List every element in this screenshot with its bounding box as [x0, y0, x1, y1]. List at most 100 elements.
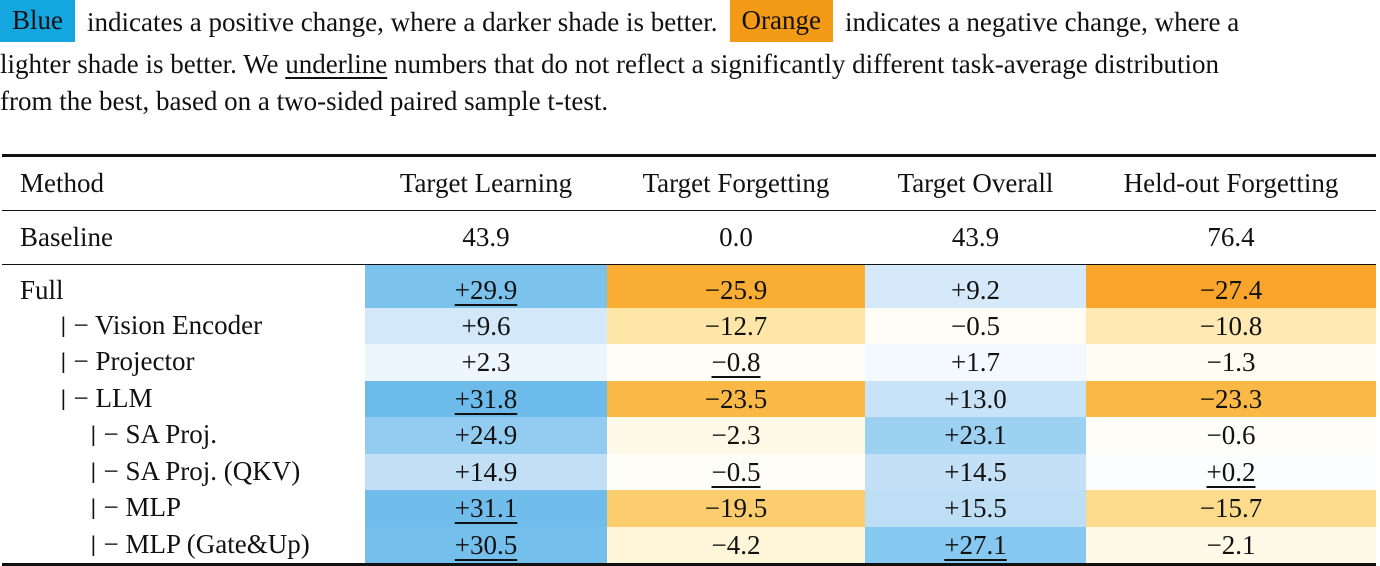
header-target-forgetting: Target Forgetting [642, 168, 830, 198]
cell-value: +1.7 [951, 347, 1000, 377]
value-cell: +29.9 [365, 264, 607, 308]
value-cell: −10.8 [1086, 307, 1376, 344]
caption-line-2: lighter shade is better. We underline nu… [0, 47, 1219, 82]
value-cell: +23.1 [865, 417, 1086, 454]
value-cell: −0.5 [607, 453, 865, 490]
cell-value: −23.3 [1199, 383, 1263, 414]
cell-value: −2.1 [1206, 529, 1256, 560]
value-cell: −2.3 [607, 417, 865, 454]
cell-value: −12.7 [704, 310, 768, 341]
cell-value: −1.3 [1206, 347, 1256, 377]
row-method: Full [2, 265, 365, 308]
value-cell: +2.3 [365, 344, 607, 381]
cell-value: +2.3 [461, 347, 511, 377]
value-cell: −19.5 [607, 490, 865, 527]
value-cell: −25.9 [607, 264, 865, 308]
cell-value: +31.8 [454, 383, 518, 414]
table-row: | − LLM +31.8 −23.5 +13.0 −23.3 [2, 380, 1376, 418]
tree-bar-icon: | [60, 385, 67, 410]
cell-value: +30.5 [454, 529, 518, 560]
cell-value: +31.1 [454, 493, 518, 523]
value-cell: +9.2 [865, 264, 1086, 308]
value-cell: +15.5 [865, 490, 1086, 527]
header-target-overall: Target Overall [897, 168, 1054, 198]
value-cell: −23.5 [607, 380, 865, 417]
header-target-learning: Target Learning [399, 168, 573, 198]
cell-value: +9.6 [461, 310, 511, 341]
table-row: | − Vision Encoder +9.6 −12.7 −0.5 −10.8 [2, 307, 1376, 344]
row-method-label: − MLP [103, 492, 182, 522]
value-cell: +1.7 [865, 344, 1086, 381]
header-held-out-forgetting: Held-out Forgetting [1123, 168, 1339, 198]
row-method: | − MLP (Gate&Up) [2, 527, 365, 565]
cell-value: −19.5 [704, 493, 768, 523]
caption-text-line2-end: numbers that do not reflect a significan… [393, 49, 1219, 79]
cell-value: +14.5 [944, 456, 1007, 487]
cell-value: −15.7 [1199, 493, 1263, 523]
results-table: Method Target Learning Target Forgetting… [2, 154, 1376, 566]
caption-text-line2-start: lighter shade is better. We [0, 49, 279, 79]
value-cell: +31.1 [365, 490, 607, 527]
baseline-row: Baseline 43.9 0.0 43.9 76.4 [2, 210, 1376, 265]
table-row: | − SA Proj. +24.9 −2.3 +23.1 −0.6 [2, 417, 1376, 454]
cell-value: +29.9 [454, 275, 518, 305]
table-row: | − MLP (Gate&Up) +30.5 −4.2 +27.1 −2.1 [2, 526, 1376, 565]
row-method: | − MLP [2, 490, 365, 527]
value-cell: −12.7 [607, 307, 865, 344]
tree-bar-icon: | [90, 422, 97, 446]
cell-value: +27.1 [944, 529, 1007, 560]
row-method-label: Full [20, 275, 64, 305]
cell-value: −0.5 [711, 456, 761, 487]
value-cell: +14.5 [865, 453, 1086, 490]
table-row: | − MLP +31.1 −19.5 +15.5 −15.7 [2, 490, 1376, 527]
row-method-label: − SA Proj. (QKV) [103, 455, 301, 486]
cell-value: −10.8 [1199, 310, 1263, 341]
value-cell: −0.5 [865, 307, 1086, 344]
baseline-value: 0.0 [719, 222, 753, 252]
cell-value: −0.8 [711, 347, 761, 377]
value-cell: −0.6 [1086, 417, 1376, 454]
cell-value: +13.0 [944, 383, 1007, 414]
table-row: | − Projector +2.3 −0.8 +1.7 −1.3 [2, 344, 1376, 381]
table-row: | − SA Proj. (QKV) +14.9 −0.5 +14.5 +0.2 [2, 453, 1376, 491]
caption-underline-word: underline [285, 49, 388, 79]
caption-text-blue-desc: indicates a positive change, where a dar… [87, 7, 718, 38]
value-cell: +14.9 [365, 453, 607, 490]
cell-value: −0.5 [951, 310, 1000, 341]
baseline-value: 43.9 [462, 222, 510, 252]
value-cell: −1.3 [1086, 344, 1376, 381]
cell-value: +15.5 [944, 493, 1007, 523]
row-method: | − Projector [2, 344, 365, 381]
value-cell: −0.8 [607, 344, 865, 381]
row-method: | − SA Proj. [2, 417, 365, 454]
caption-line-3: from the best, based on a two-sided pair… [0, 84, 608, 119]
cell-value: +23.1 [944, 420, 1007, 450]
value-cell: +27.1 [865, 526, 1086, 565]
tree-bar-icon: | [90, 495, 97, 519]
table-row: Full +29.9 −25.9 +9.2 −27.4 [2, 264, 1376, 308]
row-method-label: − MLP (Gate&Up) [103, 528, 310, 559]
value-cell: +30.5 [365, 526, 607, 565]
row-method-label: − Projector [73, 346, 195, 376]
cell-value: −4.2 [711, 529, 761, 560]
header-method: Method [20, 168, 104, 198]
row-method-label: − Vision Encoder [73, 309, 263, 340]
cell-value: −25.9 [704, 275, 768, 305]
value-cell: +24.9 [365, 417, 607, 454]
value-cell: +9.6 [365, 307, 607, 344]
cell-value: −23.5 [704, 383, 768, 414]
cell-value: +14.9 [454, 456, 518, 487]
tree-bar-icon: | [90, 458, 97, 483]
row-method: | − SA Proj. (QKV) [2, 454, 365, 491]
row-method: | − LLM [2, 381, 365, 418]
value-cell: −2.1 [1086, 526, 1376, 565]
baseline-method: Baseline [20, 222, 113, 252]
orange-legend-tag: Orange [729, 0, 833, 42]
value-cell: −27.4 [1086, 264, 1376, 308]
cell-value: −27.4 [1199, 275, 1263, 305]
value-cell: −23.3 [1086, 380, 1376, 417]
row-method-label: − LLM [73, 382, 153, 413]
caption-line-1: Blue indicates a positive change, where … [0, 0, 1380, 42]
caption-text-line3: from the best, based on a two-sided pair… [0, 86, 609, 116]
value-cell: +0.2 [1086, 453, 1376, 490]
